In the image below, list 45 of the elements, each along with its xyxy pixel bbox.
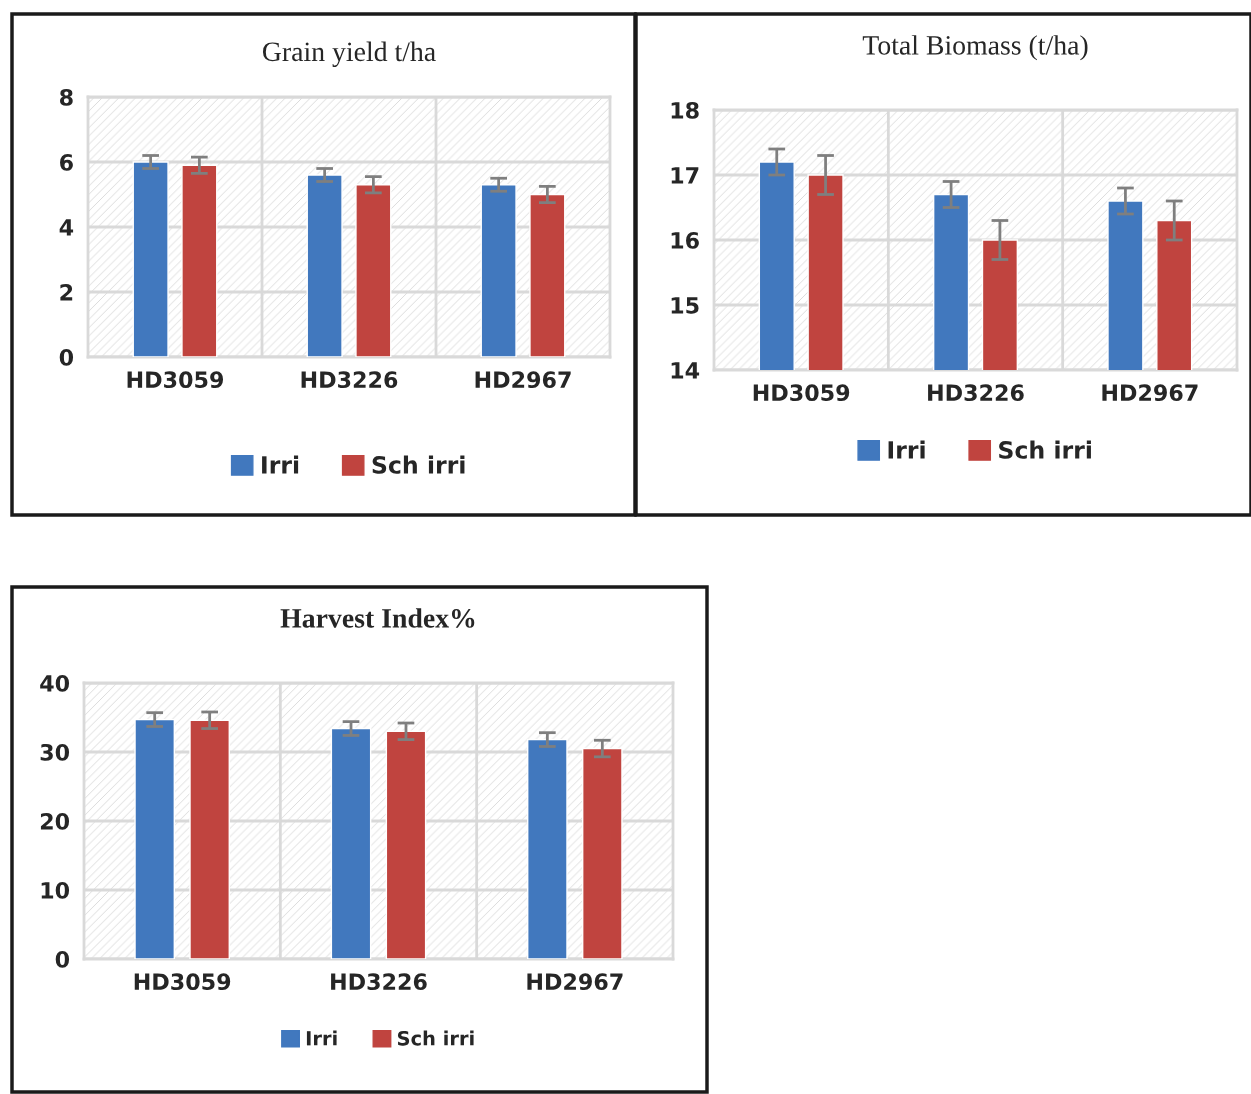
bar [132, 161, 169, 357]
y-tick-label: 0 [59, 348, 74, 366]
bar [480, 184, 517, 357]
legend-label: Sch irri [397, 1030, 474, 1046]
bar [181, 164, 218, 357]
bar [306, 174, 343, 357]
x-tick-label: HD3226 [301, 371, 398, 389]
y-tick-label: 8 [60, 88, 73, 106]
y-tick-label: 4 [59, 219, 74, 236]
y-tick-label: 20 [40, 812, 70, 830]
x-tick-label: HD2967 [475, 371, 571, 389]
x-tick-label: HD3226 [331, 973, 427, 991]
bar [529, 193, 566, 357]
chart-title: Grain yield t/ha [262, 41, 436, 67]
x-tick-label: HD2967 [527, 973, 623, 991]
legend-label: Irri [262, 455, 299, 474]
y-tick-label: 10 [41, 881, 70, 899]
y-tick-label: 2 [60, 283, 73, 301]
chart-title: Harvest Index% [280, 608, 475, 628]
chart-title: Total Biomass (t/ha) [862, 35, 1088, 61]
y-tick-label: 6 [60, 153, 73, 171]
bar [581, 747, 623, 959]
legend-label: Sch irri [372, 455, 465, 474]
bar [527, 738, 568, 959]
y-tick-label: 14 [671, 362, 700, 379]
bar [134, 718, 176, 959]
y-tick-label: 30 [40, 743, 70, 761]
y-tick-label: 17 [671, 167, 699, 184]
y-tick-label: 18 [671, 101, 699, 119]
bar [385, 730, 427, 959]
bar [189, 719, 230, 959]
x-tick-label: HD3226 [928, 384, 1024, 402]
legend-label: Irri [888, 440, 925, 459]
y-tick-label: 0 [55, 950, 70, 968]
x-tick-label: HD3059 [127, 371, 224, 389]
x-tick-label: HD3059 [753, 384, 850, 402]
legend-label: Irri [306, 1030, 337, 1046]
x-tick-label: HD2967 [1102, 384, 1198, 402]
y-tick-label: 15 [671, 297, 699, 314]
y-tick-label: 40 [40, 674, 70, 692]
bar [355, 184, 392, 357]
x-tick-label: HD3059 [134, 973, 231, 991]
legend-label: Sch irri [999, 440, 1091, 459]
y-tick-label: 16 [671, 231, 699, 249]
bar [330, 727, 372, 959]
